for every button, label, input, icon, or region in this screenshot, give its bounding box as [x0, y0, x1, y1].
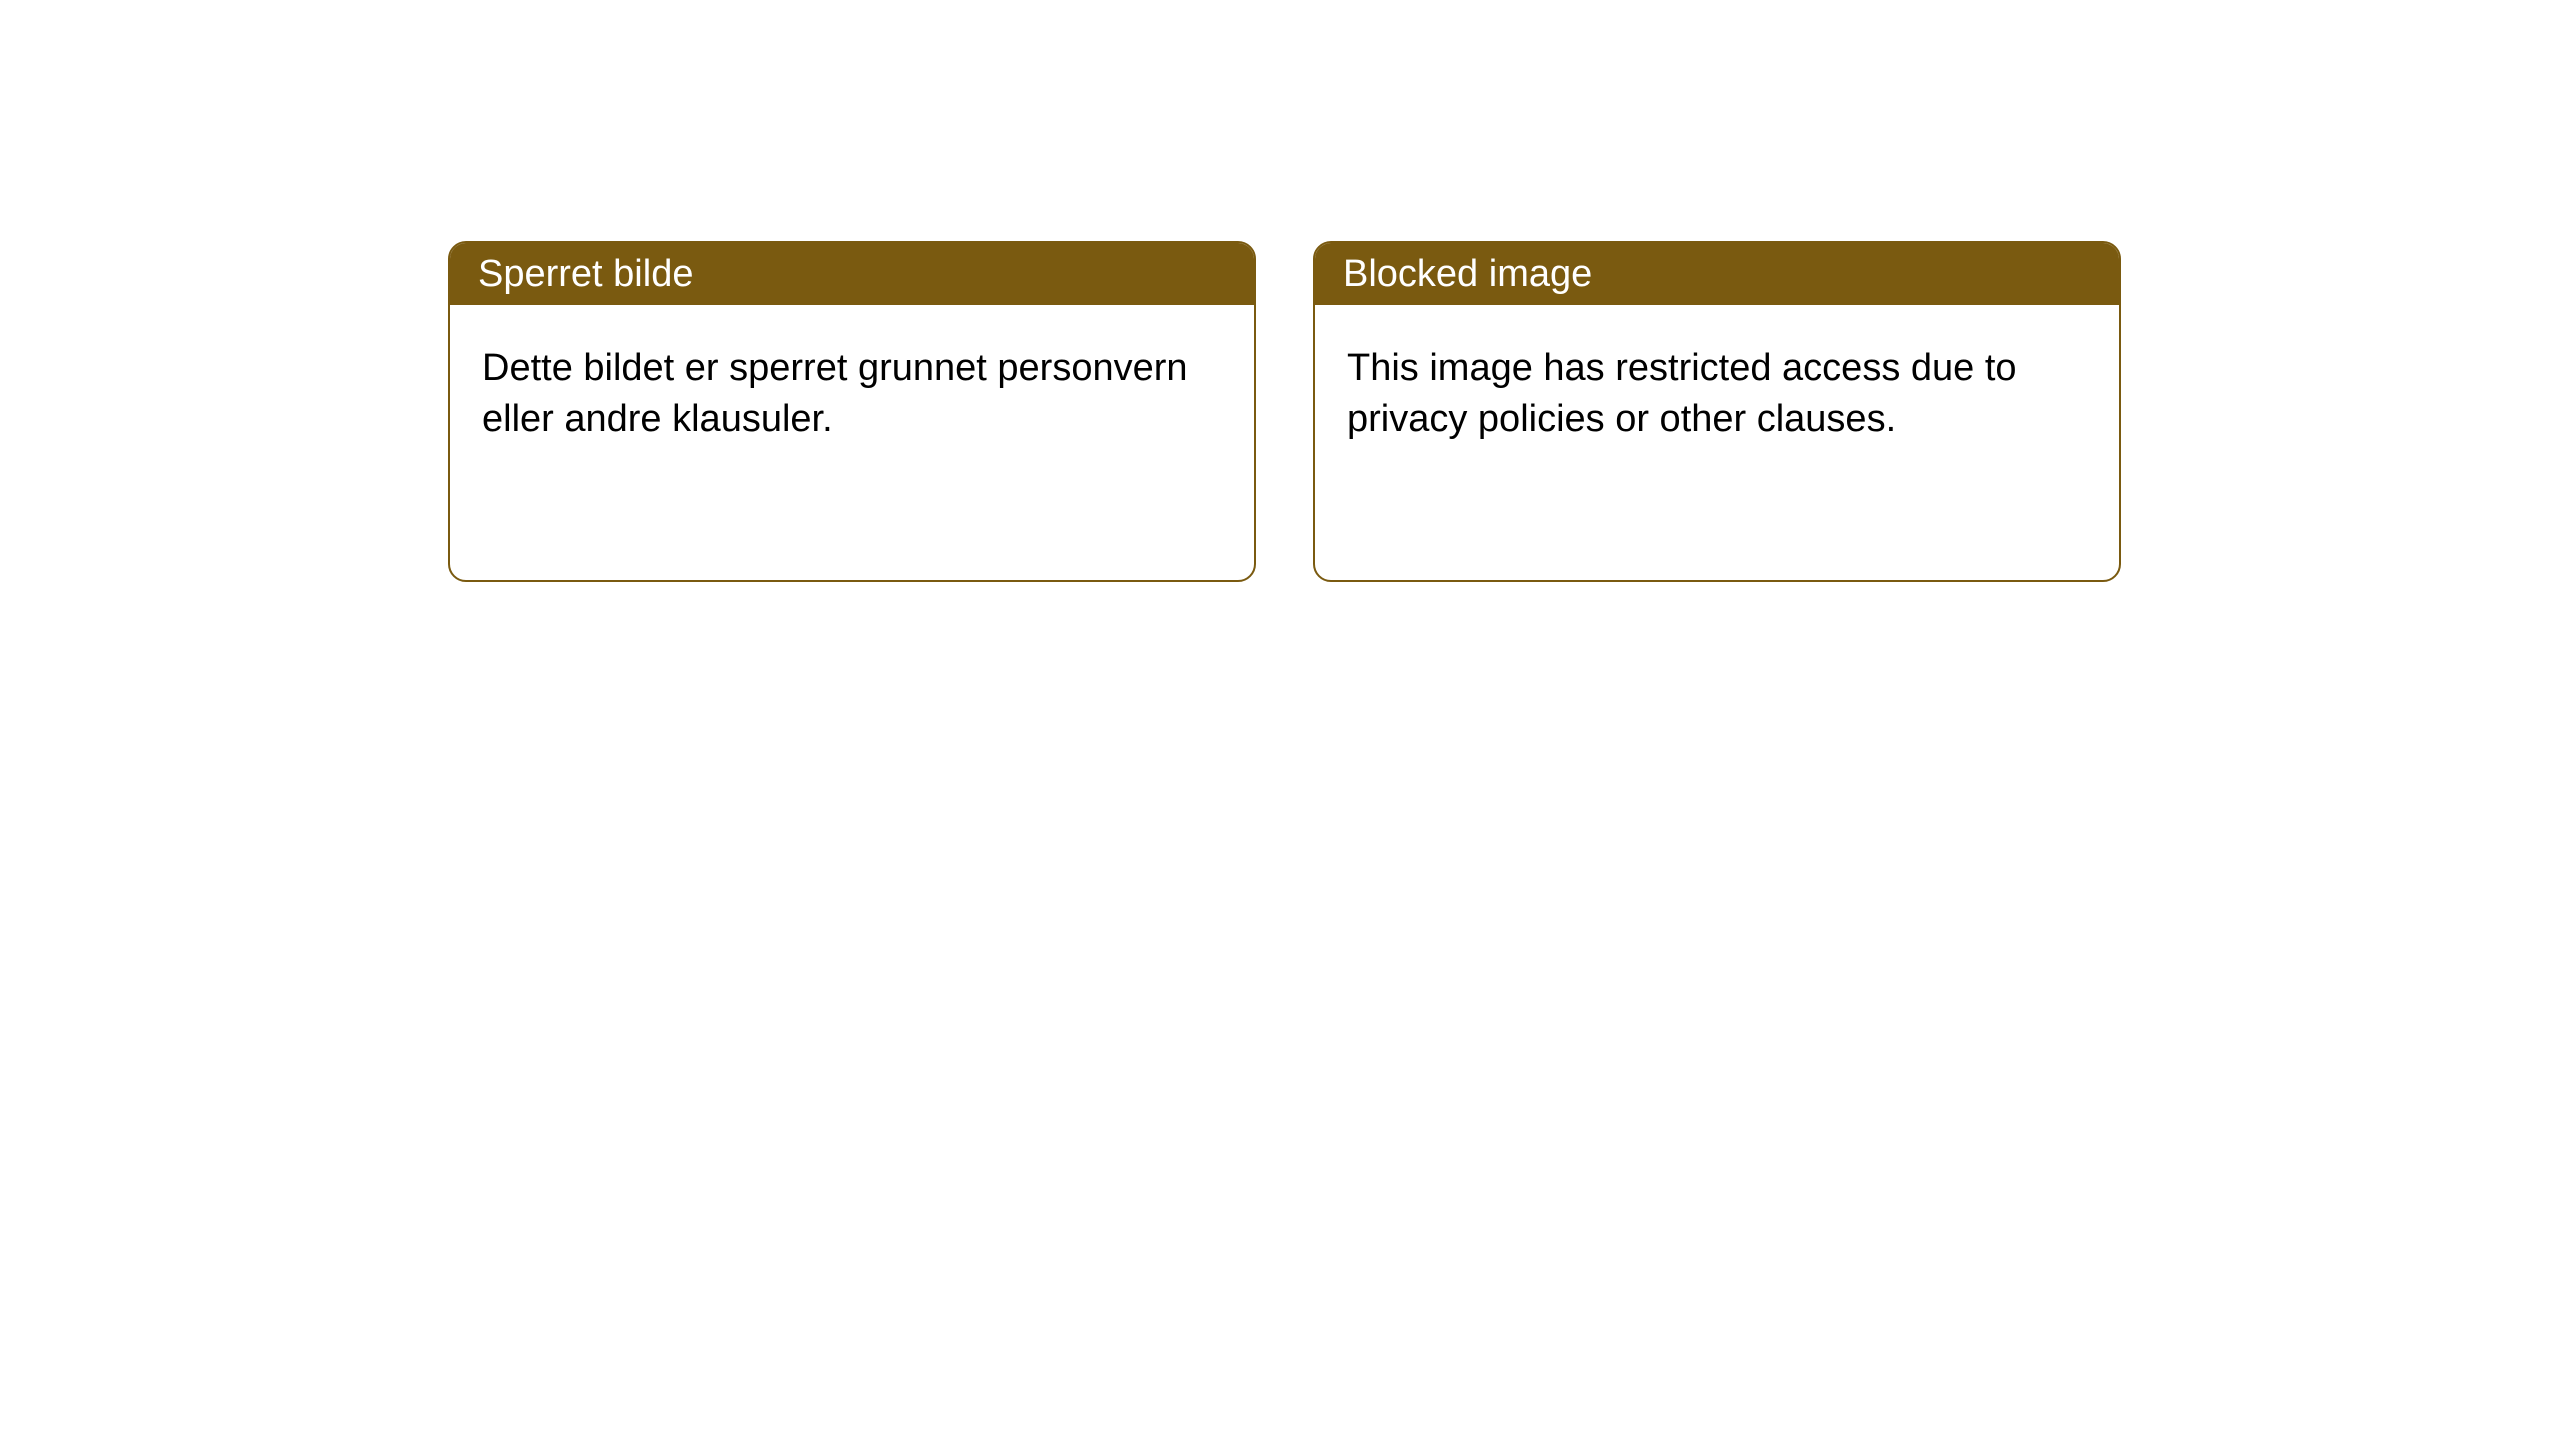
notice-message: Dette bildet er sperret grunnet personve…: [482, 347, 1188, 440]
notice-body: Dette bildet er sperret grunnet personve…: [450, 305, 1254, 484]
notice-header: Sperret bilde: [450, 243, 1254, 305]
notice-card-english: Blocked image This image has restricted …: [1313, 241, 2121, 582]
notice-title: Blocked image: [1343, 253, 1592, 296]
notice-body: This image has restricted access due to …: [1315, 305, 2119, 484]
notice-container: Sperret bilde Dette bildet er sperret gr…: [448, 241, 2121, 582]
notice-message: This image has restricted access due to …: [1347, 347, 2017, 440]
notice-header: Blocked image: [1315, 243, 2119, 305]
notice-title: Sperret bilde: [478, 253, 693, 296]
notice-card-norwegian: Sperret bilde Dette bildet er sperret gr…: [448, 241, 1256, 582]
